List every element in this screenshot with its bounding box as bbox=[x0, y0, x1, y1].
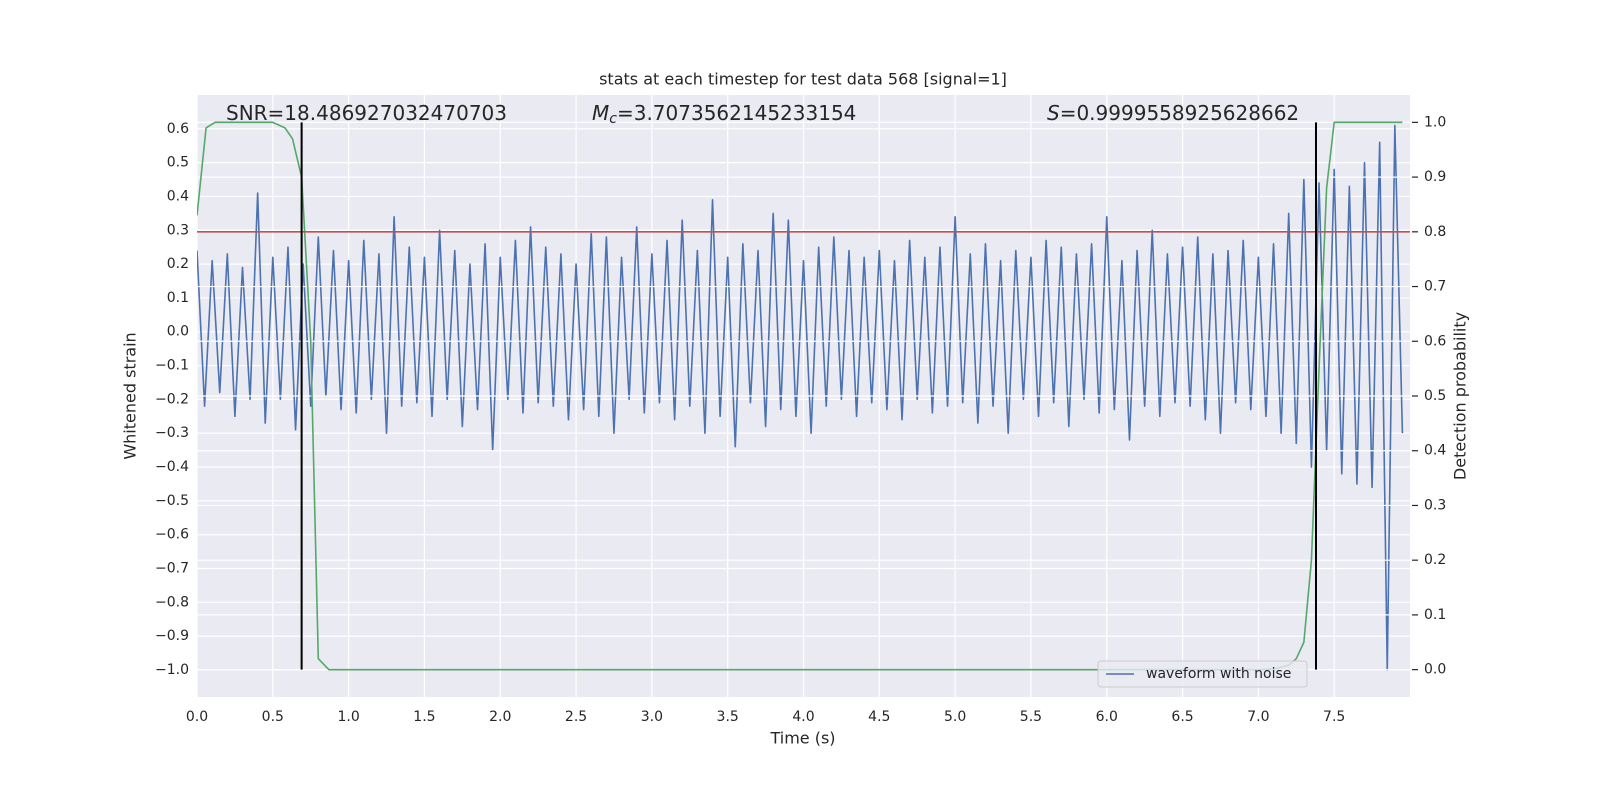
y2-axis-label: Detection probability bbox=[1451, 312, 1470, 480]
x-tick-label: 4.0 bbox=[792, 709, 814, 725]
y-tick-label: −1.0 bbox=[155, 662, 189, 678]
annotation: S=0.9999558925628662 bbox=[1047, 101, 1299, 125]
y2-tick-label: 0.3 bbox=[1424, 497, 1446, 513]
y2-tick-label: 0.1 bbox=[1424, 607, 1446, 623]
y-tick-label: −0.6 bbox=[155, 527, 189, 543]
y-tick-label: 0.1 bbox=[167, 290, 189, 306]
y-tick-label: −0.7 bbox=[155, 560, 189, 576]
x-tick-label: 0.5 bbox=[262, 709, 284, 725]
y2-tick-label: 0.4 bbox=[1424, 443, 1446, 459]
x-tick-label: 1.0 bbox=[337, 709, 359, 725]
annotation-text: SNR=18.486927032470703 bbox=[226, 101, 507, 125]
annotation-text: =3.7073562145233154 bbox=[617, 101, 856, 125]
x-tick-label: 5.0 bbox=[944, 709, 966, 725]
y-axis-label: Whitened strain bbox=[121, 332, 140, 459]
y-tick-label: −0.9 bbox=[155, 628, 189, 644]
y-tick-label: 0.4 bbox=[167, 188, 189, 204]
x-tick-label: 5.5 bbox=[1020, 709, 1042, 725]
y-tick-label: 0.3 bbox=[167, 222, 189, 238]
y2-tick-label: 1.0 bbox=[1424, 114, 1446, 130]
annotation: SNR=18.486927032470703 bbox=[226, 101, 507, 125]
annotation-symbol: M bbox=[592, 101, 609, 125]
y-tick-label: 0.5 bbox=[167, 155, 189, 171]
y2-tick-label: 0.7 bbox=[1424, 279, 1446, 295]
y2-tick-label: 0.8 bbox=[1424, 224, 1446, 240]
annotation-subscript: c bbox=[609, 111, 617, 127]
x-tick-label: 7.5 bbox=[1323, 709, 1345, 725]
y2-tick-label: 0.9 bbox=[1424, 169, 1446, 185]
legend-label: waveform with noise bbox=[1146, 666, 1291, 682]
plot-layer bbox=[197, 95, 1410, 697]
x-tick-label: 2.5 bbox=[565, 709, 587, 725]
annotation-symbol: S bbox=[1047, 101, 1060, 125]
y-tick-label: −0.4 bbox=[155, 459, 189, 475]
y-tick-label: 0.0 bbox=[167, 324, 189, 340]
annotation-text: =0.9999558925628662 bbox=[1060, 101, 1299, 125]
chart-title: stats at each timestep for test data 568… bbox=[599, 70, 1007, 89]
y-tick-label: −0.2 bbox=[155, 391, 189, 407]
legend-box bbox=[1097, 660, 1308, 688]
y2-tick-label: 0.6 bbox=[1424, 333, 1446, 349]
annotation: Mc=3.7073562145233154 bbox=[592, 101, 856, 128]
x-axis-label: Time (s) bbox=[769, 729, 835, 748]
y-tick-label: −0.8 bbox=[155, 594, 189, 610]
x-tick-label: 3.5 bbox=[717, 709, 739, 725]
x-tick-label: 2.0 bbox=[489, 709, 511, 725]
x-tick-label: 6.0 bbox=[1096, 709, 1118, 725]
y-tick-label: −0.3 bbox=[155, 425, 189, 441]
x-tick-label: 7.0 bbox=[1247, 709, 1269, 725]
x-tick-label: 1.5 bbox=[413, 709, 435, 725]
y2-tick-label: 0.2 bbox=[1424, 552, 1446, 568]
x-tick-label: 4.5 bbox=[868, 709, 890, 725]
y2-tick-label: 0.5 bbox=[1424, 388, 1446, 404]
x-tick-label: 0.0 bbox=[186, 709, 208, 725]
x-tick-label: 3.0 bbox=[641, 709, 663, 725]
y-tick-label: −0.5 bbox=[155, 493, 189, 509]
y-tick-label: −0.1 bbox=[155, 358, 189, 374]
y-tick-label: 0.2 bbox=[167, 256, 189, 272]
y-tick-label: 0.6 bbox=[167, 121, 189, 137]
y2-tick-label: 0.0 bbox=[1424, 662, 1446, 678]
x-tick-label: 6.5 bbox=[1171, 709, 1193, 725]
series-line bbox=[197, 124, 1404, 671]
